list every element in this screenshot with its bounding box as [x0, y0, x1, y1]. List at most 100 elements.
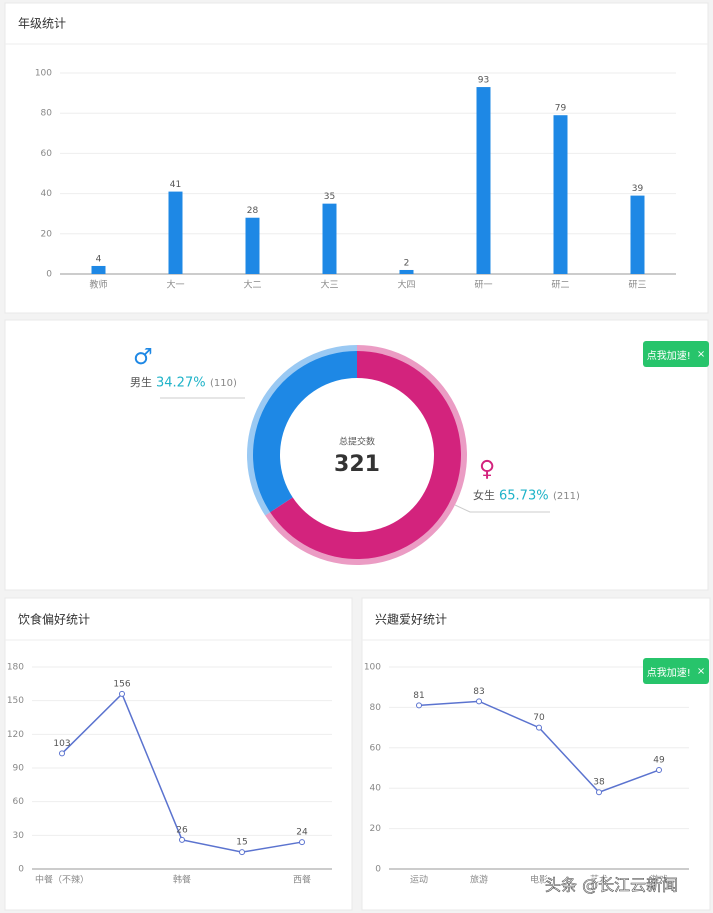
- panel: [361, 597, 711, 911]
- panel: [4, 597, 353, 911]
- bar: [322, 203, 337, 274]
- data-label: 39: [632, 184, 644, 194]
- x-tick-label: 运动: [410, 875, 428, 886]
- data-label: 70: [533, 713, 545, 723]
- panel-title: 饮食偏好统计: [18, 612, 90, 627]
- point: [596, 789, 602, 796]
- y-tick-label: 60: [370, 743, 382, 753]
- point: [59, 750, 65, 757]
- panel: [4, 2, 709, 314]
- x-tick-label: 韩餐: [173, 874, 191, 886]
- y-tick-label: 100: [364, 663, 381, 673]
- x-tick-label: 研二: [551, 280, 569, 291]
- y-tick-label: 0: [18, 865, 24, 875]
- x-tick-label: 研三: [628, 280, 646, 291]
- bar: [91, 265, 106, 274]
- y-tick-label: 0: [46, 270, 52, 280]
- bar: [630, 195, 645, 274]
- button-label: 点我加速!: [646, 667, 691, 679]
- data-label: 81: [413, 691, 424, 701]
- x-tick-label: 旅游: [470, 874, 488, 886]
- button-label: 点我加速!: [646, 350, 691, 362]
- data-label: 83: [473, 687, 484, 697]
- value-label: (110): [210, 378, 237, 389]
- data-label: 2: [404, 258, 410, 268]
- x-tick-label: 中餐（不辣）: [35, 874, 89, 886]
- data-label: 35: [324, 192, 335, 202]
- point: [299, 839, 305, 846]
- data-label: 26: [176, 825, 188, 835]
- bar: [399, 269, 414, 274]
- center-total: 321: [334, 452, 380, 477]
- data-label: 103: [53, 739, 70, 749]
- y-tick-label: 60: [41, 149, 53, 159]
- bar: [476, 87, 491, 274]
- data-label: 4: [96, 254, 102, 264]
- y-tick-label: 60: [13, 797, 25, 807]
- float-button[interactable]: 点我加速! ×: [643, 341, 709, 367]
- y-tick-label: 20: [41, 229, 53, 239]
- point: [536, 724, 542, 731]
- gender-symbol: ♂: [133, 345, 153, 370]
- x-tick-label: 大二: [243, 279, 261, 291]
- float-button[interactable]: 点我加速! ×: [643, 658, 709, 684]
- y-tick-label: 90: [13, 764, 25, 774]
- x-tick-label: 研一: [474, 280, 492, 291]
- value-label: (211): [553, 491, 580, 502]
- bar: [245, 217, 260, 274]
- x-tick-label: 教师: [89, 279, 107, 291]
- x-tick-label: 游戏: [650, 874, 668, 886]
- data-label: 28: [247, 206, 259, 216]
- y-tick-label: 40: [41, 189, 53, 199]
- slice-label: 男生: [130, 375, 152, 389]
- point: [656, 767, 662, 774]
- data-label: 79: [555, 104, 567, 114]
- data-label: 156: [113, 679, 130, 689]
- point: [416, 702, 422, 709]
- slice-label: 女生: [473, 488, 495, 502]
- y-tick-label: 30: [13, 831, 25, 841]
- x-tick-label: 大四: [397, 279, 415, 291]
- x-tick-label: 电影: [530, 874, 548, 886]
- bar: [168, 191, 183, 274]
- point: [179, 836, 185, 843]
- close-icon[interactable]: ×: [696, 348, 706, 360]
- bar: [553, 115, 568, 275]
- percent-label: 65.73%: [499, 489, 549, 504]
- x-tick-label: 大三: [320, 279, 338, 291]
- y-tick-label: 180: [7, 663, 24, 673]
- panel-title: 年级统计: [18, 17, 66, 31]
- data-label: 24: [296, 828, 308, 838]
- percent-label: 34.27%: [156, 376, 206, 391]
- y-tick-label: 100: [35, 69, 52, 79]
- x-tick-label: 西餐: [293, 874, 311, 886]
- gender-symbol: ♀: [479, 457, 495, 482]
- slice: [253, 351, 357, 513]
- point: [119, 690, 125, 697]
- data-label: 49: [653, 756, 665, 766]
- y-tick-label: 20: [370, 824, 382, 834]
- x-tick-label: 艺术: [590, 874, 608, 886]
- watermark: 头条 @长江云新闻: [545, 876, 678, 895]
- close-icon[interactable]: ×: [696, 665, 706, 677]
- y-tick-label: 40: [370, 784, 382, 794]
- data-label: 38: [593, 778, 605, 788]
- panel-title: 兴趣爱好统计: [375, 612, 447, 627]
- point: [476, 698, 482, 705]
- x-tick-label: 大一: [166, 279, 184, 291]
- data-label: 41: [170, 180, 181, 190]
- point: [239, 849, 245, 856]
- leader-line: [454, 504, 550, 513]
- y-tick-label: 0: [375, 865, 381, 875]
- center-label: 总提交数: [339, 436, 375, 448]
- y-tick-label: 120: [7, 730, 24, 740]
- data-label: 93: [478, 76, 489, 86]
- y-tick-label: 80: [370, 703, 382, 713]
- y-tick-label: 150: [7, 696, 24, 706]
- y-tick-label: 80: [41, 109, 53, 119]
- slice-halo: [246, 345, 357, 516]
- data-label: 15: [236, 838, 247, 848]
